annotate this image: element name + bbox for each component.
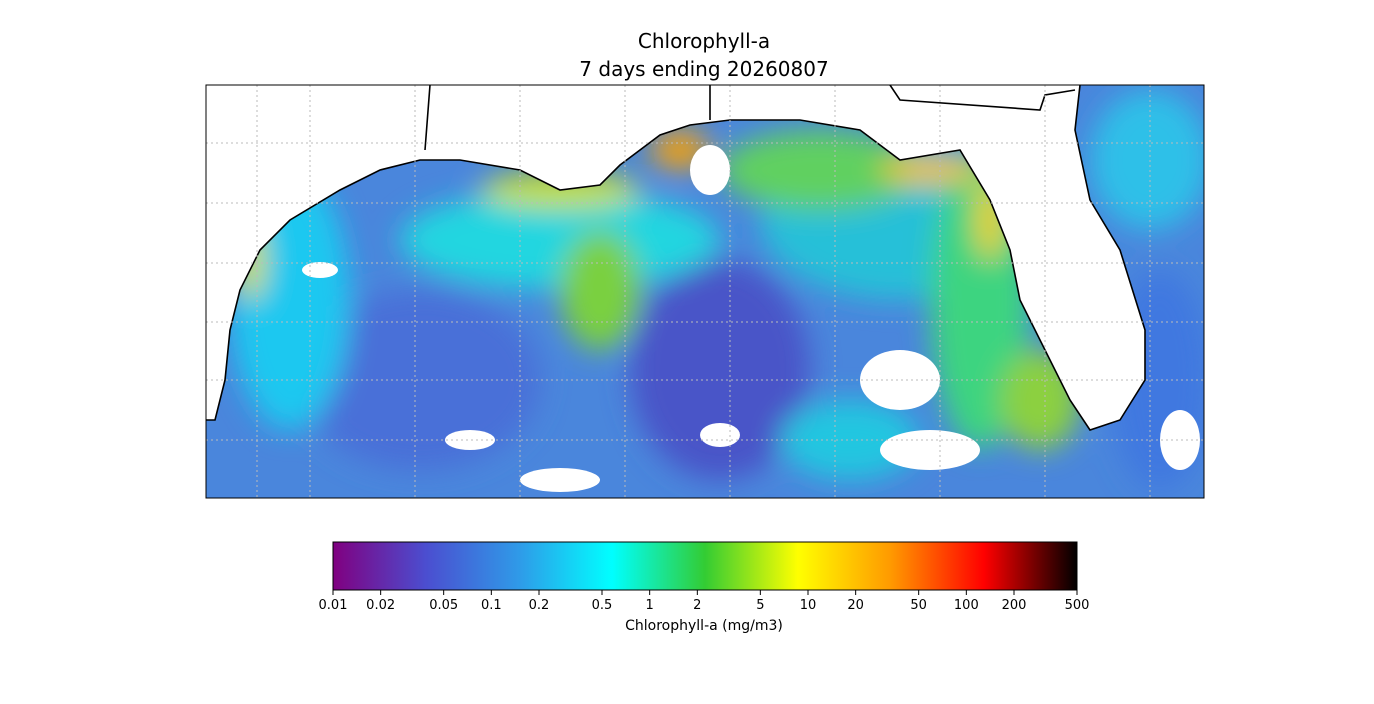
white-cloud (302, 145, 1200, 492)
title: Chlorophyll-a (638, 29, 770, 53)
colorbar-tick-label: 100 (954, 598, 979, 613)
grid (206, 85, 1204, 498)
colorbar-tick-label: 0.5 (592, 598, 613, 613)
colorbar-tick-label: 0.05 (429, 598, 458, 613)
colorbar-tick-label: 5 (756, 598, 764, 613)
colorbar-tick-label: 2 (693, 598, 701, 613)
colorbar-tick-label: 0.01 (319, 598, 348, 613)
colorbar-tick-label: 0.1 (481, 598, 502, 613)
colorbar-tick-label: 500 (1065, 598, 1090, 613)
colorbar: 0.01 0.02 0.05 0.1 0.2 0.5 1 2 5 10 20 50 100 200 500 (319, 541, 1090, 613)
subtitle: 7 days ending 20260807 (579, 57, 828, 81)
colorbar-tick-label: 0.02 (366, 598, 395, 613)
colorbar-tick-label: 20 (847, 598, 864, 613)
colorbar-gradient (332, 541, 1078, 591)
colorbar-tick-label: 10 (800, 598, 817, 613)
map-frame (205, 84, 1205, 499)
colorbar-tick-label: 50 (910, 598, 927, 613)
colorbar-tick-label: 1 (646, 598, 654, 613)
map (206, 85, 1204, 498)
colorbar-label: Chlorophyll-a (mg/m3) (625, 618, 783, 634)
colorbar-tick-label: 0.2 (529, 598, 550, 613)
colorbar-tick-label: 200 (1002, 598, 1027, 613)
